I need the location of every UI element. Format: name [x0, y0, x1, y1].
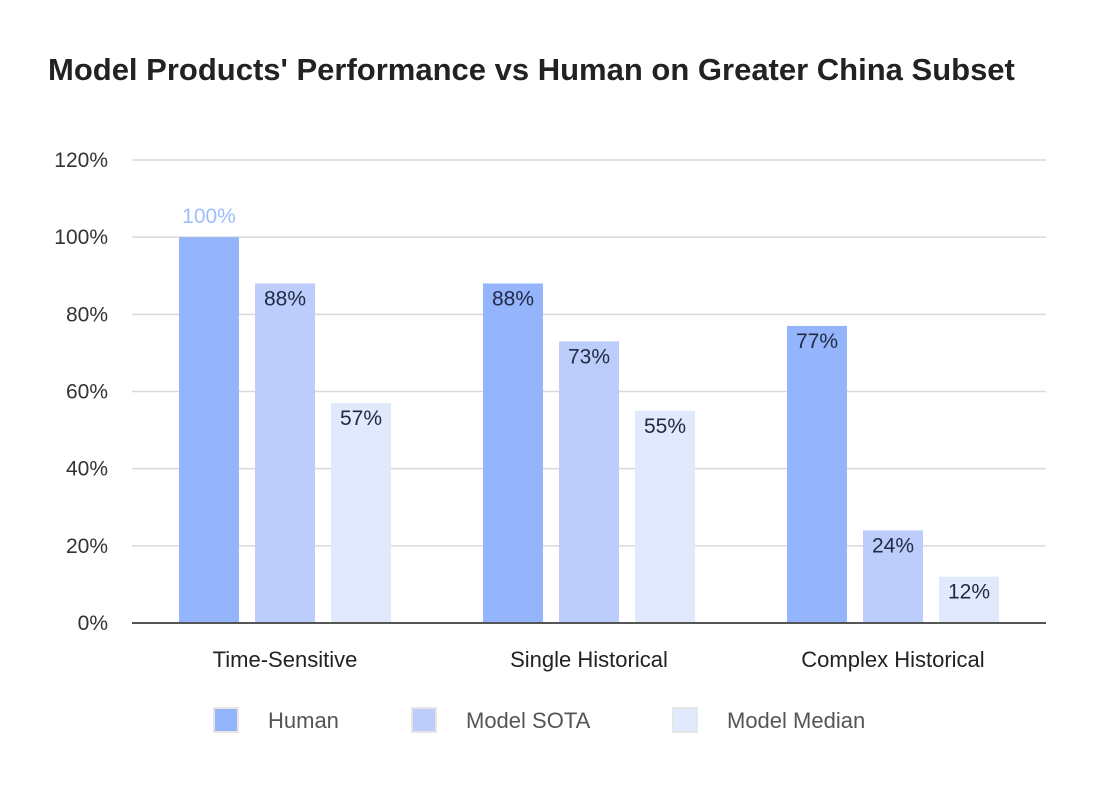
y-axis-ticks: 0% 20% 40% 60% 80% 100% 120% — [54, 149, 108, 635]
y-tick-label: 60% — [66, 381, 108, 404]
bar — [331, 403, 391, 623]
chart-title: Model Products' Performance vs Human on … — [48, 52, 1015, 87]
legend-label: Model Median — [727, 708, 865, 733]
data-label: 88% — [492, 287, 534, 310]
data-label: 77% — [796, 330, 838, 353]
data-label: 55% — [644, 415, 686, 438]
legend-swatch — [411, 707, 437, 733]
bar — [559, 341, 619, 623]
bar — [939, 576, 999, 623]
x-category-label: Complex Historical — [801, 647, 984, 672]
bar — [483, 283, 543, 623]
y-tick-label: 100% — [54, 226, 108, 249]
x-axis-categories: Time-Sensitive Single Historical Complex H… — [213, 647, 985, 672]
legend-label: Human — [268, 708, 339, 733]
legend: Human Model SOTA Model Median — [213, 707, 865, 733]
bar — [863, 530, 923, 623]
y-tick-label: 120% — [54, 149, 108, 172]
x-category-label: Single Historical — [510, 647, 668, 672]
bar — [787, 325, 847, 623]
legend-swatch — [672, 707, 698, 733]
data-label: 100% — [182, 205, 236, 228]
bar — [179, 237, 239, 623]
data-label: 24% — [872, 534, 914, 557]
y-tick-label: 80% — [66, 303, 108, 326]
data-label: 57% — [340, 407, 382, 430]
bar — [255, 283, 315, 623]
y-tick-label: 40% — [66, 458, 108, 481]
data-label: 88% — [264, 287, 306, 310]
bar — [635, 410, 695, 623]
legend-label: Model SOTA — [466, 708, 591, 733]
y-tick-label: 0% — [78, 612, 108, 635]
data-label: 12% — [948, 581, 990, 604]
bars: 100% 88% 57% 88% 73% 55% 77% 24% 12% — [179, 205, 999, 623]
y-tick-label: 20% — [66, 535, 108, 558]
x-category-label: Time-Sensitive — [213, 647, 358, 672]
data-label: 73% — [568, 345, 610, 368]
legend-swatch — [213, 707, 239, 733]
